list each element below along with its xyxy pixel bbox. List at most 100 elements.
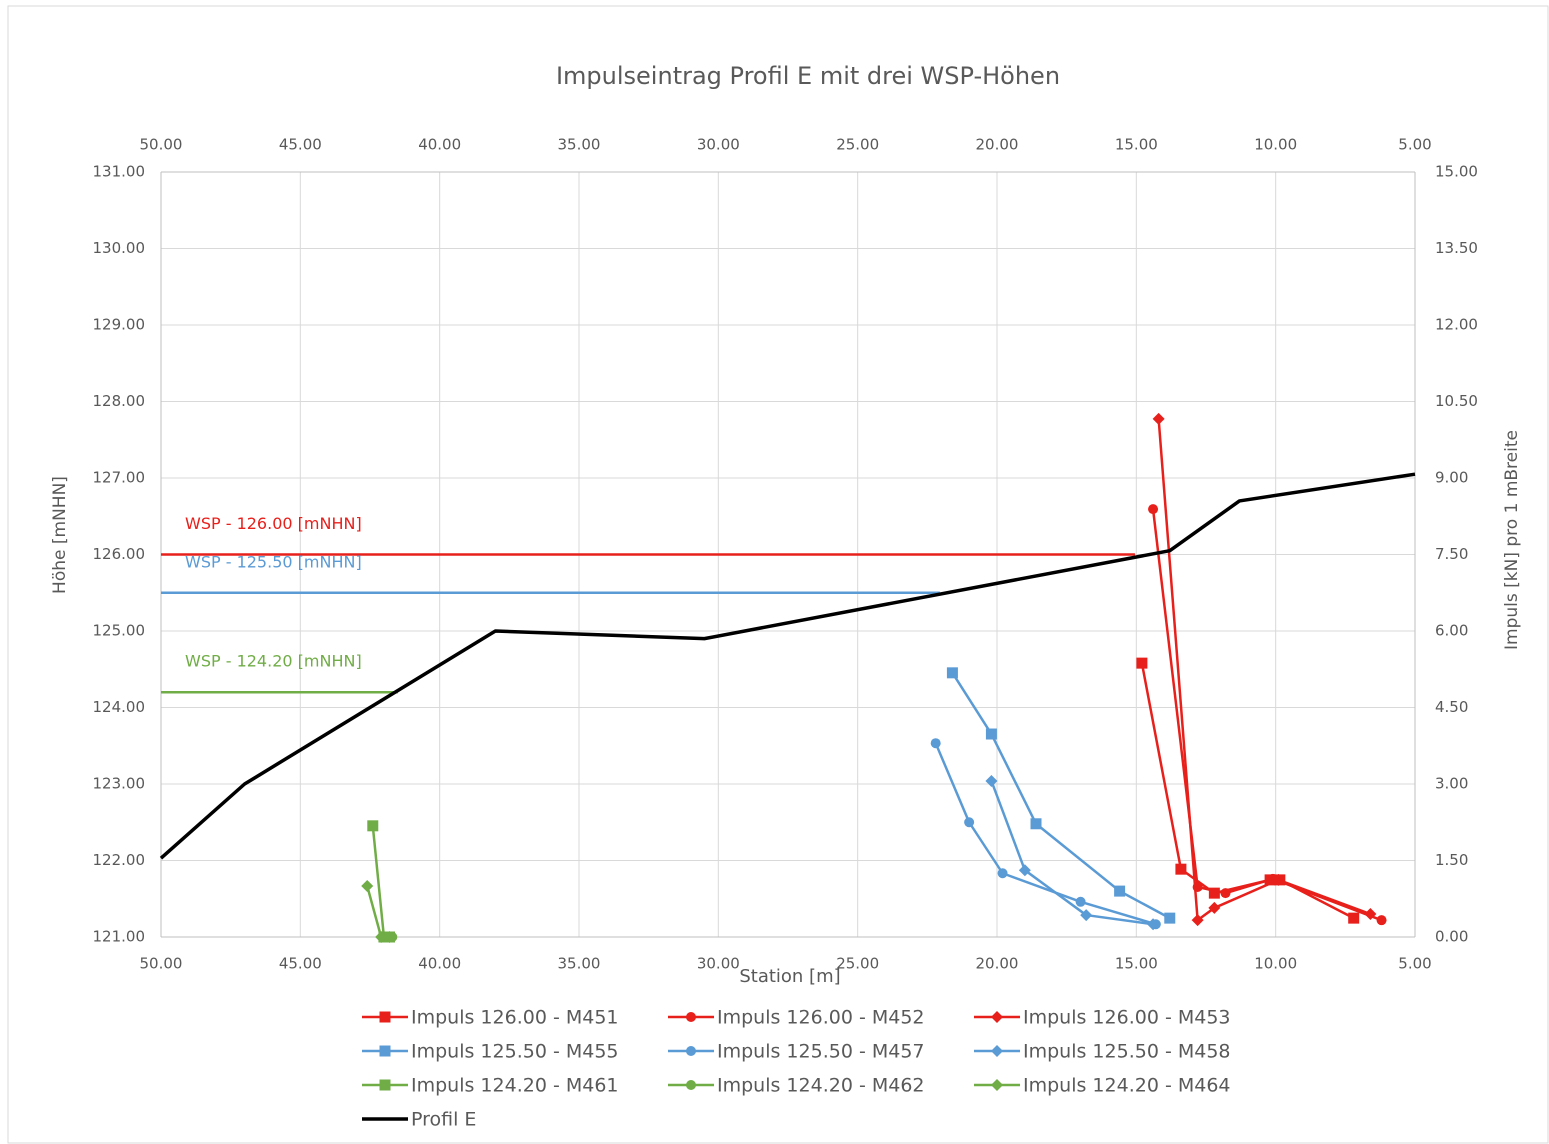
wsp-label: WSP - 124.20 [mNHN] [185,652,362,671]
marker [1075,896,1086,907]
marker [946,667,958,679]
marker [1220,888,1231,899]
marker [1114,885,1126,897]
y2-tick-label: 13.50 [1435,239,1478,257]
legend-label: Impuls 126.00 - M453 [1023,1007,1231,1029]
chart-title: Impulseintrag Profil E mit drei WSP-Höhe… [556,62,1060,90]
marker [985,774,998,787]
y-tick-label: 129.00 [93,316,146,334]
y-tick-label: 124.00 [93,698,146,716]
legend-label: Impuls 125.50 - M457 [717,1041,925,1063]
y2-tick-label: 6.00 [1435,622,1468,640]
marker [686,1046,696,1056]
series-line [159,472,1416,860]
y2-axis-title: Impuls [kN] pro 1 mBreite [1502,430,1522,650]
y2-tick-label: 7.50 [1435,545,1468,563]
x-tick-label: 30.00 [697,955,740,973]
marker [1147,918,1160,931]
marker [985,728,997,740]
y-tick-label: 121.00 [93,928,146,946]
y-axis-title: Höhe [mNHN] [50,476,70,594]
legend-label: Impuls 124.20 - M461 [411,1075,619,1097]
series-line [990,780,1154,926]
chart-frame [7,5,1549,1144]
x-tick-label: 20.00 [976,955,1019,973]
legend-label: Impuls 126.00 - M452 [717,1007,925,1029]
y2-tick-label: 1.50 [1435,851,1468,869]
marker [1018,864,1031,877]
marker [1080,909,1093,922]
marker [1348,912,1360,924]
marker [930,738,941,749]
marker [375,931,388,943]
marker [367,820,379,832]
marker [1272,873,1285,886]
y2-tick-label: 0.00 [1435,928,1468,946]
marker [1030,818,1042,830]
x-top-tick-label: 30.00 [697,136,740,154]
x-tick-label: 10.00 [1254,955,1297,973]
legend-label: Impuls 124.20 - M462 [717,1075,925,1097]
x-top-tick-label: 10.00 [1254,136,1297,154]
marker [686,1080,696,1090]
marker [383,931,396,943]
x-top-tick-label: 45.00 [279,136,322,154]
marker [1208,887,1220,899]
y2-tick-label: 4.50 [1435,698,1468,716]
x-top-tick-label: 25.00 [836,136,879,154]
y-tick-label: 130.00 [93,239,146,257]
marker [964,817,975,828]
x-tick-label: 25.00 [836,955,879,973]
x-top-tick-label: 50.00 [140,136,183,154]
marker [686,1012,696,1022]
y-tick-label: 126.00 [93,545,146,563]
wsp-label: WSP - 125.50 [mNHN] [185,552,362,571]
marker [379,1011,391,1023]
y-tick-label: 123.00 [93,775,146,793]
y2-tick-label: 9.00 [1435,469,1468,487]
marker [997,868,1008,879]
y-tick-label: 127.00 [93,469,146,487]
x-tick-label: 50.00 [140,955,183,973]
marker [1364,908,1377,921]
x-tick-label: 15.00 [1115,955,1158,973]
x-tick-label: 5.00 [1398,955,1431,973]
marker [1164,912,1176,924]
marker [1376,915,1387,926]
legend-label: Impuls 124.20 - M464 [1023,1075,1231,1097]
wsp-label: WSP - 126.00 [mNHN] [185,514,362,533]
marker [991,1079,1003,1091]
marker [1175,863,1187,875]
marker [1148,504,1159,515]
x-tick-label: 40.00 [418,955,461,973]
x-top-tick-label: 5.00 [1398,136,1431,154]
marker [1152,412,1165,425]
marker [379,1079,391,1091]
marker [361,880,374,892]
legend-label: Impuls 125.50 - M458 [1023,1041,1231,1063]
marker [991,1045,1003,1057]
x-top-tick-label: 15.00 [1115,136,1158,154]
x-axis-title: Station [m] [739,966,840,987]
x-top-tick-label: 40.00 [418,136,461,154]
marker [379,1045,391,1057]
legend-label: Profil E [411,1109,476,1131]
y2-tick-label: 15.00 [1435,163,1478,181]
y2-tick-label: 12.00 [1435,316,1478,334]
x-tick-label: 35.00 [558,955,601,973]
marker [1191,914,1204,927]
y-tick-label: 131.00 [93,163,146,181]
y-tick-label: 125.00 [93,622,146,640]
y2-tick-label: 3.00 [1435,775,1468,793]
x-top-tick-label: 20.00 [976,136,1019,154]
legend-label: Impuls 126.00 - M451 [411,1007,619,1029]
x-tick-label: 45.00 [279,955,322,973]
x-top-tick-label: 35.00 [558,136,601,154]
y2-tick-label: 10.50 [1435,392,1478,410]
marker [991,1011,1003,1023]
marker [1208,901,1221,914]
legend-label: Impuls 125.50 - M455 [411,1041,619,1063]
y-tick-label: 122.00 [93,851,146,869]
marker [1136,657,1148,669]
